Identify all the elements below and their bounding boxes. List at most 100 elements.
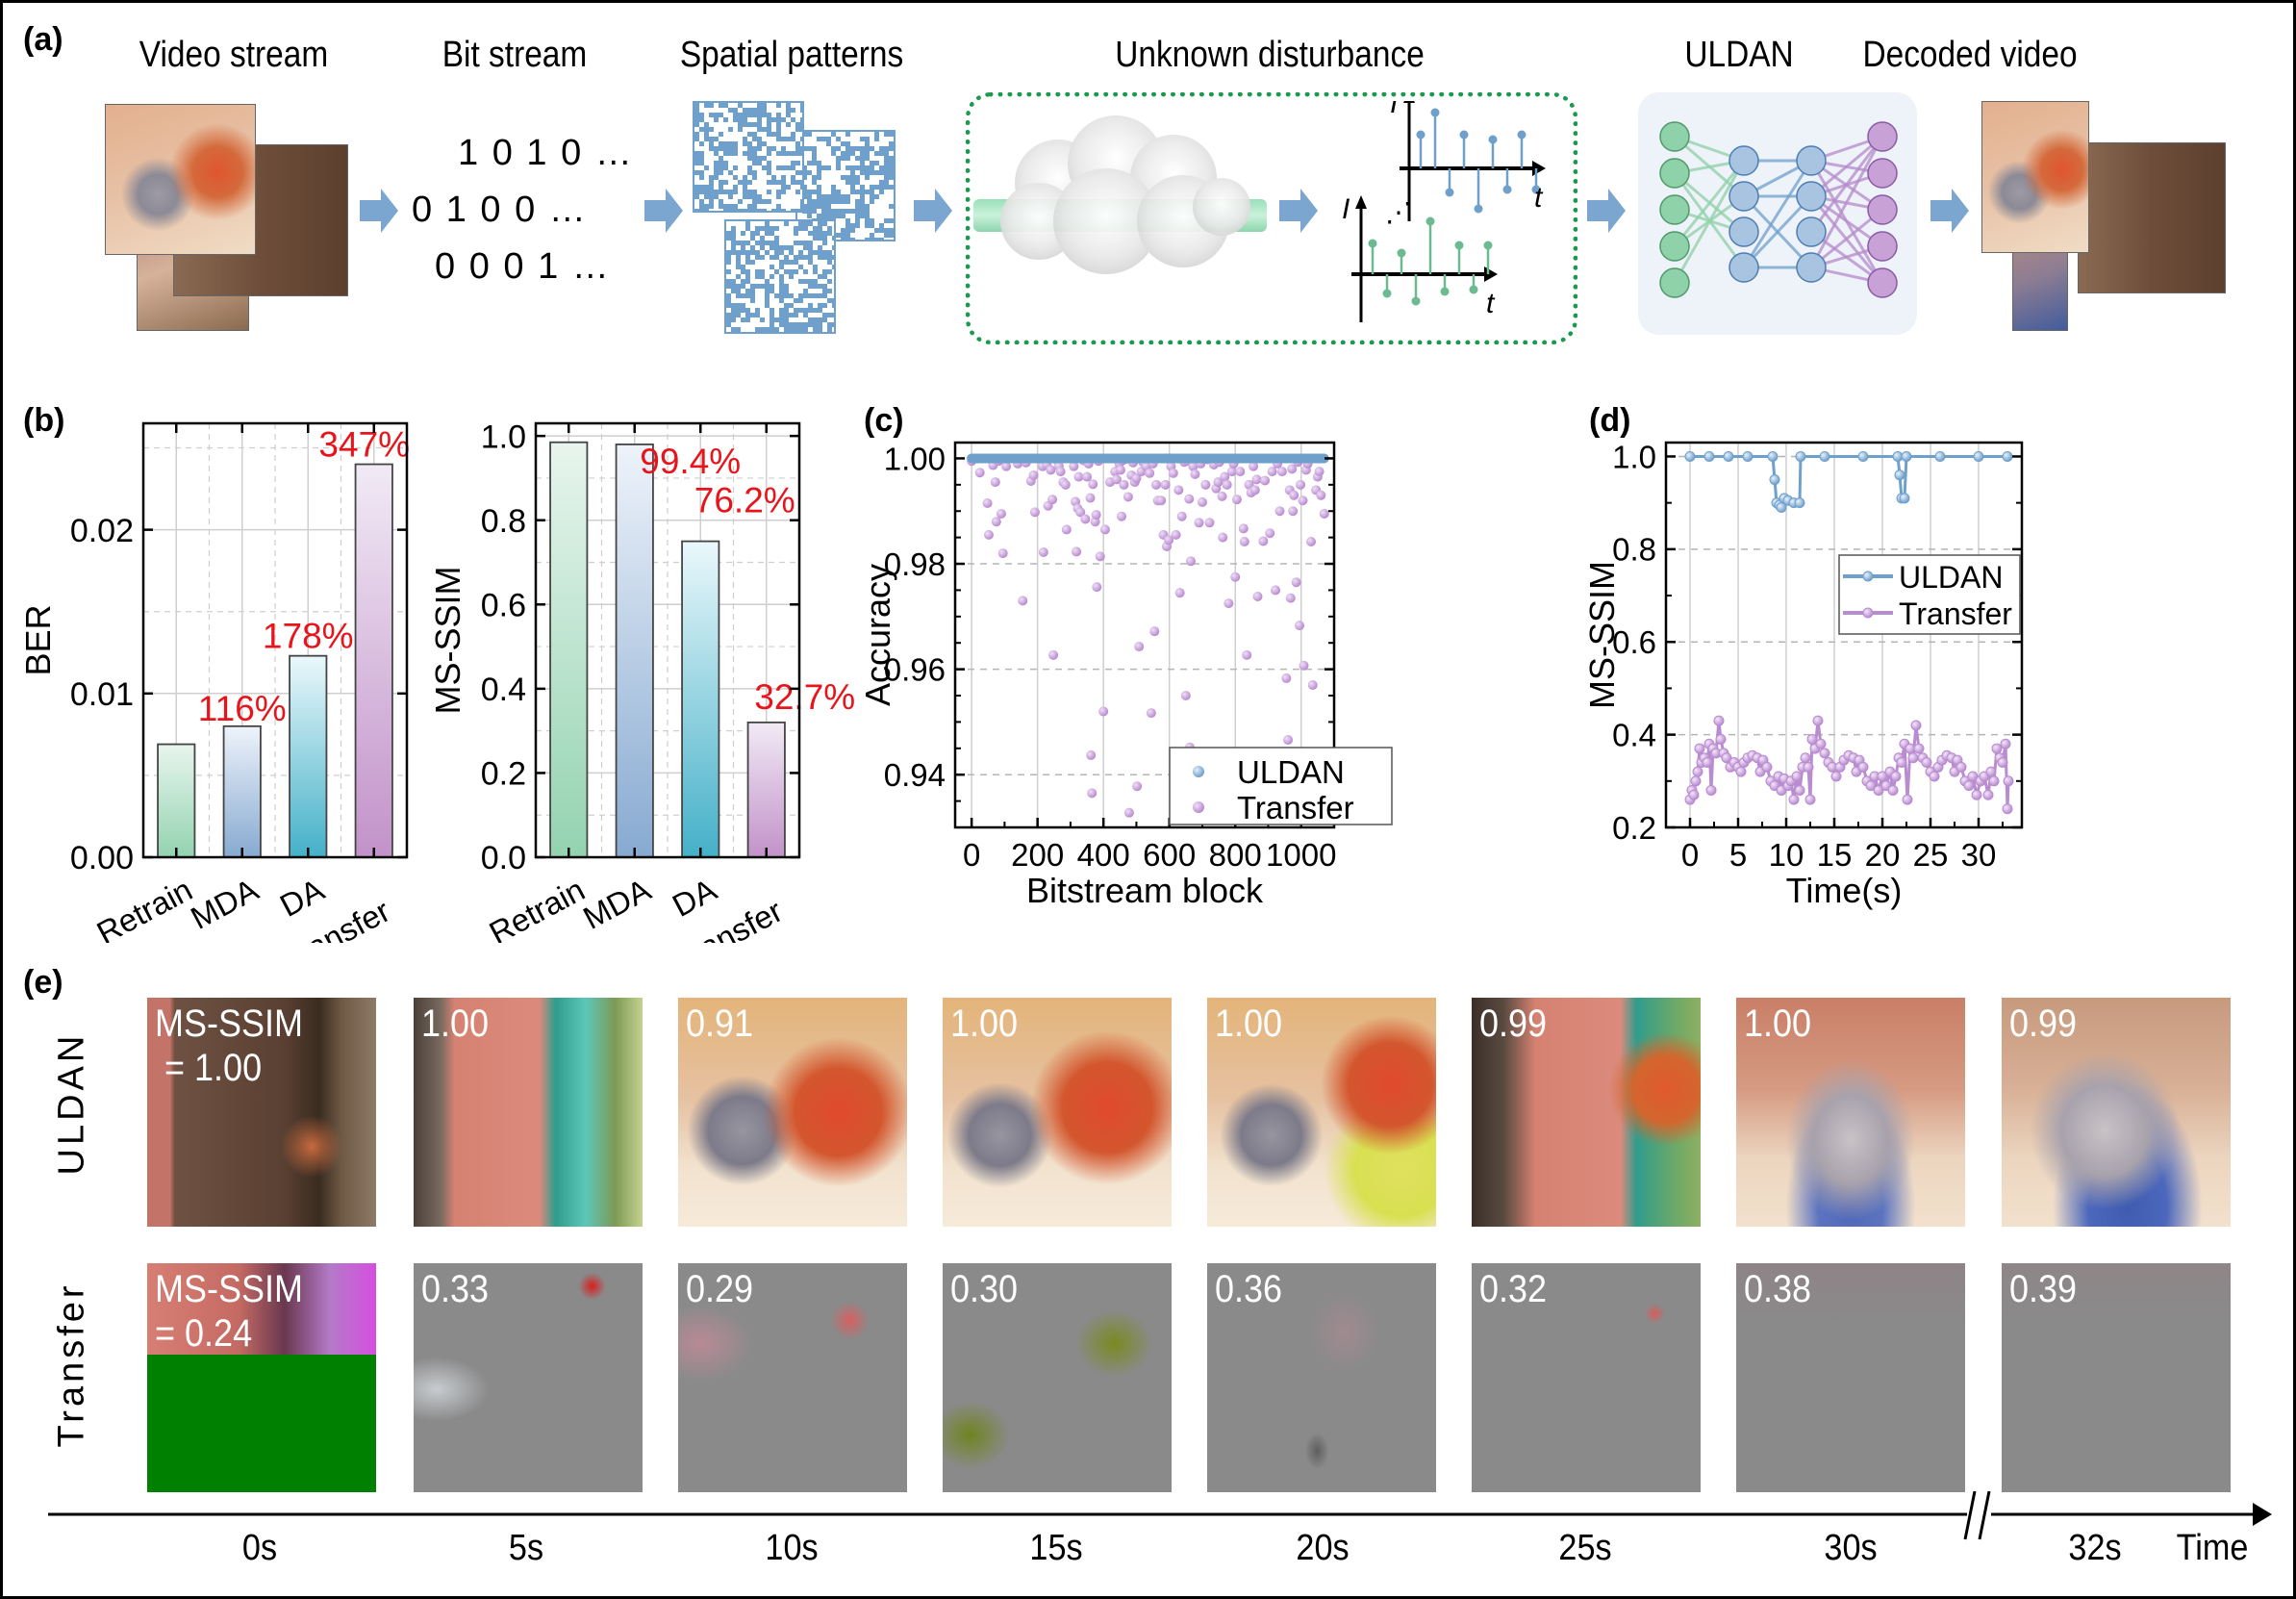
transfer-point: [1910, 720, 1922, 731]
pattern-cell: [831, 151, 836, 156]
spatial-pattern-2: [795, 130, 896, 241]
pattern-cell: [745, 250, 750, 255]
transfer-frame: 0.32: [1472, 1263, 1701, 1492]
uldan-frame: 1.00: [1736, 998, 1965, 1227]
pattern-cell: [755, 313, 760, 317]
pattern-cell: [836, 194, 841, 199]
pattern-cell: [812, 199, 817, 204]
transfer-point: [1319, 508, 1329, 519]
pattern-cell: [736, 313, 741, 317]
pattern-cell: [762, 141, 767, 146]
pattern-cell: [813, 250, 818, 255]
pattern-cell: [870, 161, 874, 165]
pattern-cell: [870, 199, 874, 204]
unknown-disturbance-box: [966, 92, 1577, 344]
transfer-point: [1018, 596, 1028, 606]
pattern-cell: [802, 185, 807, 190]
pattern-cell: [714, 113, 719, 117]
pattern-cell: [879, 190, 884, 194]
pattern-cell: [767, 146, 771, 151]
pattern-cell: [798, 298, 803, 303]
transfer-point: [1238, 523, 1249, 534]
pattern-cell: [762, 127, 767, 132]
pattern-cell: [870, 218, 874, 223]
pattern-cell: [733, 141, 738, 146]
pattern-cell: [821, 214, 826, 218]
pattern-cell: [817, 199, 821, 204]
pattern-cell: [817, 194, 821, 199]
transfer-point: [1231, 495, 1242, 505]
pattern-cell: [827, 226, 832, 231]
pattern-cell: [733, 108, 738, 113]
bar-mda: [615, 443, 654, 858]
nn-node: [1659, 231, 1690, 262]
transfer-point: [1694, 743, 1705, 754]
pattern-cell: [884, 170, 889, 175]
pattern-cell: [704, 194, 709, 199]
x-tick-label: Retrain: [483, 872, 590, 943]
pattern-cell: [738, 113, 743, 117]
pattern-cell: [865, 170, 870, 175]
pattern-cell: [765, 327, 770, 332]
pattern-cell: [765, 250, 770, 255]
pattern-cell: [747, 146, 752, 151]
pattern-cell: [755, 231, 760, 236]
pattern-cell: [726, 284, 731, 289]
uldan-msssim-value: 1.00: [421, 1003, 490, 1045]
pattern-cell: [731, 289, 736, 293]
pattern-cell: [771, 132, 776, 137]
pattern-cell: [845, 146, 850, 151]
pattern-cell: [798, 241, 803, 245]
pattern-cell: [776, 165, 781, 170]
uldan-point: [1767, 450, 1779, 462]
x-tick-label: 25: [1913, 837, 1949, 873]
pattern-cell: [818, 226, 822, 231]
pattern-cell: [733, 117, 738, 122]
nn-node: [1796, 145, 1827, 176]
uldan-frame: MS-SSIM = 1.00: [147, 998, 376, 1227]
pattern-cell: [743, 137, 747, 141]
pattern-cell: [774, 226, 779, 231]
pattern-cell: [747, 156, 752, 161]
pattern-cell: [795, 190, 800, 194]
pattern-cell: [776, 209, 781, 211]
transfer-point: [1095, 551, 1105, 562]
pattern-cell: [845, 233, 850, 238]
pattern-cell: [743, 141, 747, 146]
pattern-cell: [741, 231, 745, 236]
pattern-cell: [760, 245, 765, 250]
pattern-cell: [776, 137, 781, 141]
pattern-cell: [723, 151, 728, 156]
pattern-cell: [745, 293, 750, 298]
pattern-cell: [781, 190, 786, 194]
x-tick-label: 0: [963, 837, 980, 873]
pattern-cell: [841, 238, 845, 240]
pattern-cell: [821, 137, 826, 141]
pattern-cell: [731, 279, 736, 284]
transfer-point: [1028, 470, 1039, 480]
pattern-cell: [779, 250, 784, 255]
pattern-cell: [841, 228, 845, 233]
pattern-cell: [738, 122, 743, 127]
pattern-cell: [728, 141, 733, 146]
pattern-cell: [765, 293, 770, 298]
pattern-cell: [745, 308, 750, 313]
transfer-point: [1955, 761, 1967, 773]
pattern-cell: [757, 117, 762, 122]
time-tick-label: 5s: [508, 1528, 544, 1568]
uldan-msssim-value: MS-SSIM = 1.00: [155, 1003, 304, 1089]
pattern-cell: [747, 151, 752, 156]
time-tick-label: 20s: [1296, 1528, 1350, 1568]
pattern-cell: [709, 146, 714, 151]
pattern-cell: [733, 175, 738, 180]
pattern-cell: [879, 165, 884, 170]
pattern-cell: [795, 122, 800, 127]
transfer-point: [1887, 784, 1899, 796]
pattern-cell: [784, 289, 789, 293]
transfer-point: [1721, 752, 1732, 764]
transfer-point: [1145, 468, 1155, 478]
signal-2-x-label: t: [1486, 288, 1496, 319]
pattern-cell: [807, 214, 812, 218]
transfer-point: [1150, 479, 1161, 490]
pattern-cell: [813, 293, 818, 298]
